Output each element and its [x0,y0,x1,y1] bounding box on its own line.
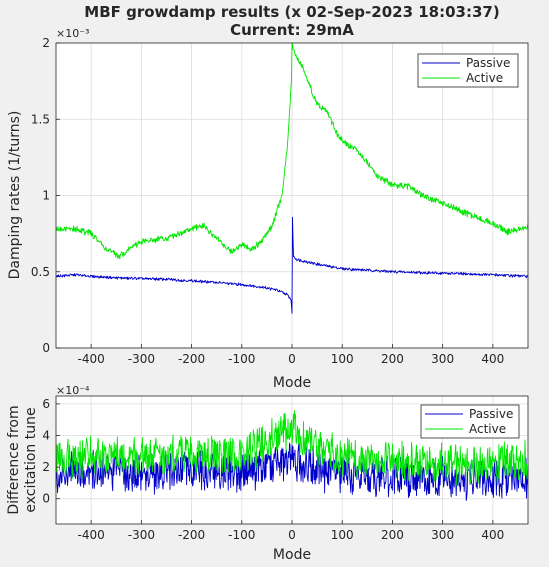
bottom-series [55,410,529,501]
top-legend-box [417,53,519,88]
y-tick-label: 1.5 [31,112,50,126]
x-tick-label: -200 [178,528,205,542]
x-tick-label: -100 [228,528,255,542]
bottom-y-axis-label-line1: Difference from [6,405,22,514]
bottom-tick-labels: -400 -300 -200 -100 0 100 200 300 400 0 2 4 6 [42,397,504,542]
bottom-x-axis-label: Mode [273,547,311,563]
bottom-legend-box [420,404,520,439]
x-tick-label: 300 [431,352,454,366]
top-y-axis-label: Damping rates (1/turns) [7,111,23,280]
x-tick-label: 100 [331,352,354,366]
x-tick-label: 0 [288,528,296,542]
chart-title: MBF growdamp results (x 02-Sep-2023 18:0… [84,3,499,21]
top-x-axis-label: Mode [273,375,311,391]
y-tick-label: 0 [42,492,50,506]
series-line-passive [55,216,529,314]
y-tick-label: 4 [42,429,50,443]
x-tick-label: -200 [178,352,205,366]
y-tick-label: 1 [42,189,50,203]
bottom-y-exponent: ×10⁻⁴ [56,384,90,397]
y-tick-label: 0 [42,341,50,355]
bottom-y-axis-label-line2: excitation tune [23,407,39,512]
x-tick-label: 0 [288,352,296,366]
y-tick-label: 0.5 [31,265,50,279]
x-tick-label: 100 [331,528,354,542]
top-axes: -400 -300 -200 -100 0 100 200 300 400 0 0.5 1 1.5 2 ×… [7,27,529,391]
top-legend: Passive Active [417,53,519,88]
x-tick-label: 200 [381,528,404,542]
y-tick-label: 2 [42,36,50,50]
x-tick-label: -400 [78,352,105,366]
x-tick-label: -100 [228,352,255,366]
top-legend-active-label: Active [466,71,503,85]
x-tick-label: 200 [381,352,404,366]
top-tick-labels: -400 -300 -200 -100 0 100 200 300 400 0 0.5 1 1.5 2 [31,36,504,366]
top-y-exponent: ×10⁻³ [56,27,89,40]
x-tick-label: 400 [481,352,504,366]
top-legend-passive-label: Passive [466,56,510,70]
x-tick-label: -400 [78,528,105,542]
y-tick-label: 6 [42,397,50,411]
series-line-active [55,410,529,486]
x-tick-label: -300 [128,352,155,366]
x-tick-label: 300 [431,528,454,542]
chart-subtitle: Current: 29mA [230,21,354,39]
bottom-legend-passive-label: Passive [469,407,513,421]
bottom-legend-active-label: Active [469,422,506,436]
x-tick-label: -300 [128,528,155,542]
bottom-legend: Passive Active [420,404,520,439]
x-tick-label: 400 [481,528,504,542]
y-tick-label: 2 [42,460,50,474]
